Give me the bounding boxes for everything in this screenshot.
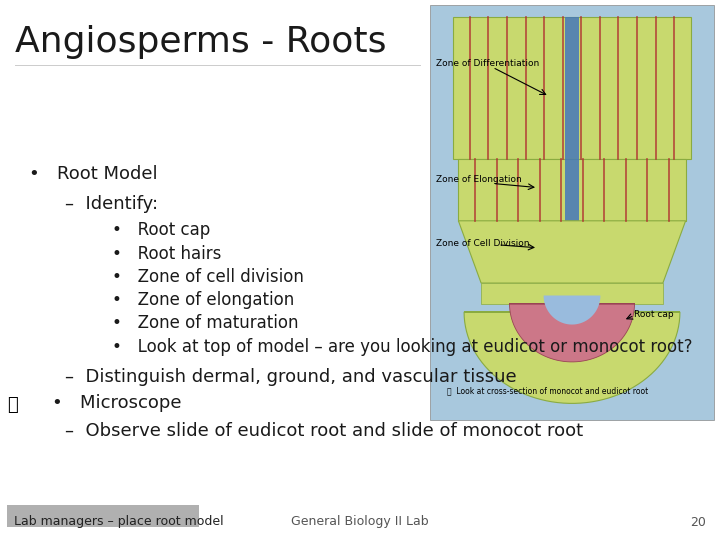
Text: •   Zone of cell division: • Zone of cell division [112, 268, 303, 286]
Text: Lab managers – place root model: Lab managers – place root model [14, 516, 224, 529]
Text: 🔬  Look at cross-section of monocot and eudicot root: 🔬 Look at cross-section of monocot and e… [447, 387, 648, 395]
Bar [565, 17, 579, 159]
Bar [430, 5, 714, 420]
Text: 20: 20 [690, 516, 706, 529]
Polygon shape [464, 312, 680, 403]
Text: –  Identify:: – Identify: [65, 195, 158, 213]
Text: •   Look at top of model – are you looking at eudicot or monocot root?: • Look at top of model – are you looking… [112, 338, 692, 355]
Polygon shape [481, 283, 663, 304]
Text: 🔬: 🔬 [7, 396, 18, 414]
Polygon shape [459, 221, 685, 283]
Text: Root cap: Root cap [634, 309, 674, 319]
Text: •   Zone of maturation: • Zone of maturation [112, 314, 298, 332]
Text: Zone of Cell Division: Zone of Cell Division [436, 239, 529, 248]
Text: •   Root hairs: • Root hairs [112, 245, 221, 262]
Polygon shape [544, 295, 600, 325]
Text: Zone of Differentiation: Zone of Differentiation [436, 59, 539, 68]
FancyBboxPatch shape [7, 505, 199, 527]
Text: •   Root Model: • Root Model [29, 165, 158, 183]
Text: •   Zone of elongation: • Zone of elongation [112, 291, 294, 309]
Polygon shape [453, 17, 691, 159]
Bar [565, 159, 579, 221]
Text: –  Distinguish dermal, ground, and vascular tissue: – Distinguish dermal, ground, and vascul… [65, 368, 516, 386]
Polygon shape [510, 304, 634, 362]
Text: •   Microscope: • Microscope [52, 394, 181, 412]
Text: Angiosperms - Roots: Angiosperms - Roots [15, 25, 387, 59]
Text: Zone of Elongation: Zone of Elongation [436, 175, 521, 184]
Text: •   Root cap: • Root cap [112, 221, 210, 239]
Text: –  Observe slide of eudicot root and slide of monocot root: – Observe slide of eudicot root and slid… [65, 422, 583, 440]
Polygon shape [459, 159, 685, 221]
Text: General Biology II Lab: General Biology II Lab [291, 516, 429, 529]
